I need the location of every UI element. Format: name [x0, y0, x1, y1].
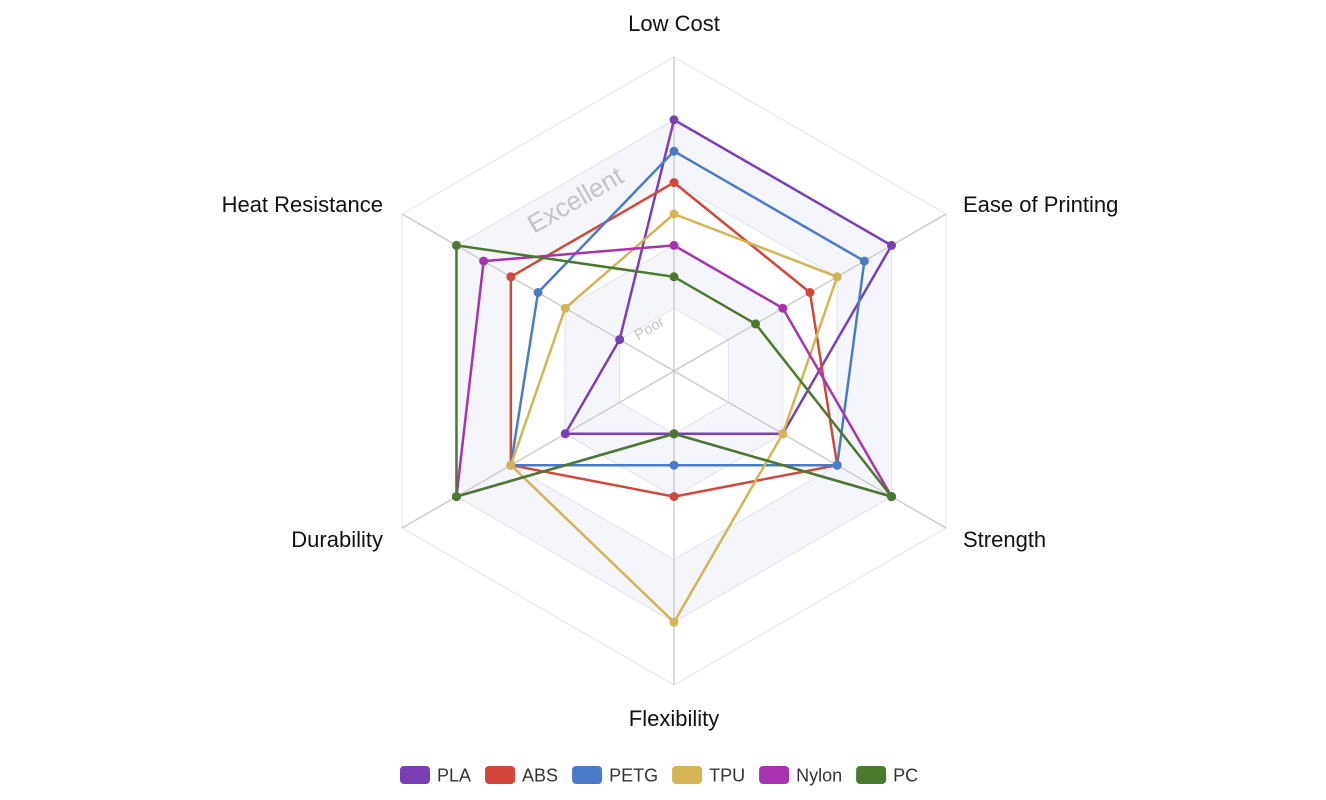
legend-swatch	[400, 766, 430, 784]
data-point	[560, 429, 570, 439]
legend-label: PETG	[609, 766, 658, 786]
axis-line	[401, 370, 675, 529]
legend-swatch	[759, 766, 790, 784]
data-point	[669, 209, 679, 219]
data-point	[615, 335, 625, 345]
data-point	[533, 288, 543, 297]
series-layer	[451, 115, 897, 627]
series-tpu	[506, 209, 842, 627]
legend-swatch	[856, 766, 887, 784]
data-point	[832, 460, 842, 470]
legend-swatch	[672, 766, 703, 784]
data-point	[451, 240, 461, 250]
axis-label: Durability	[291, 527, 383, 552]
legend-item-nylon[interactable]: Nylon	[759, 766, 842, 786]
data-point	[560, 303, 570, 313]
data-point	[451, 492, 461, 502]
axis-label: Ease of Printing	[963, 192, 1118, 217]
data-point	[778, 303, 788, 313]
data-point	[479, 256, 489, 266]
legend: PLA ABS PETG TPU Nylon PC	[400, 766, 918, 786]
data-point	[805, 288, 815, 297]
axis-label: Heat Resistance	[222, 192, 383, 217]
axis-line	[673, 370, 947, 529]
data-point	[669, 146, 679, 156]
legend-label: PC	[893, 766, 918, 786]
legend-label: Nylon	[796, 766, 842, 786]
data-point	[669, 492, 679, 502]
data-point	[669, 115, 679, 125]
data-point	[778, 429, 788, 439]
legend-label: TPU	[709, 766, 745, 786]
legend-item-tpu[interactable]: TPU	[672, 766, 745, 786]
legend-label: ABS	[522, 766, 558, 786]
legend-item-pc[interactable]: PC	[856, 766, 918, 786]
data-point	[832, 272, 842, 282]
legend-swatch	[485, 766, 516, 784]
data-point	[887, 492, 897, 502]
data-point	[859, 256, 869, 266]
axis-label: Low Cost	[628, 11, 720, 36]
data-point	[506, 272, 516, 282]
legend-swatch	[572, 766, 603, 784]
data-point	[669, 429, 679, 439]
legend-label: PLA	[437, 766, 471, 786]
data-point	[669, 178, 679, 188]
data-point	[669, 617, 679, 627]
legend-item-abs[interactable]: ABS	[485, 766, 558, 786]
data-point	[669, 460, 679, 470]
axis-label: Strength	[963, 527, 1046, 552]
legend-item-petg[interactable]: PETG	[572, 766, 658, 786]
data-point	[669, 272, 679, 282]
legend-item-pla[interactable]: PLA	[400, 766, 471, 786]
axis-label: Flexibility	[629, 706, 719, 731]
data-point	[751, 319, 761, 329]
series-pc	[451, 240, 897, 502]
data-point	[887, 240, 897, 250]
data-point	[506, 460, 516, 470]
axis-labels: Low Cost Ease of Printing Strength Flexibil…	[222, 11, 1119, 731]
data-point	[669, 240, 679, 250]
